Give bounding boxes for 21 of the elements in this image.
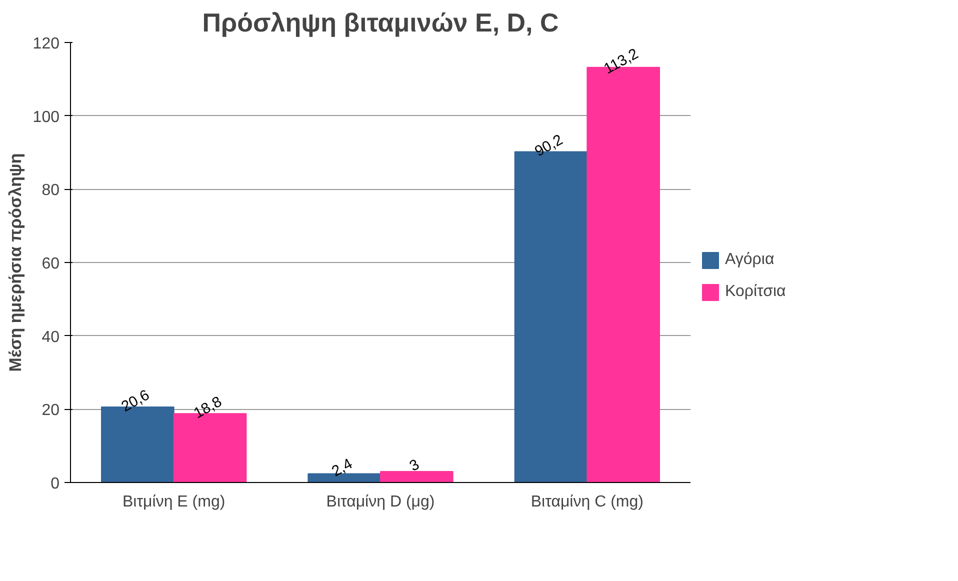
bar <box>380 471 454 482</box>
data-label: 2,4 <box>328 455 356 480</box>
legend-label: Αγόρια <box>725 251 774 269</box>
y-tick-label: 120 <box>32 36 60 52</box>
data-label: 20,6 <box>118 386 152 416</box>
y-tick-label: 0 <box>50 476 60 492</box>
y-tick-label: 20 <box>42 402 60 420</box>
data-label: 18,8 <box>190 393 225 422</box>
y-tick-label: 100 <box>32 108 60 126</box>
data-label: 113,2 <box>601 45 642 78</box>
y-tick-label: 60 <box>42 256 60 272</box>
data-label: 3 <box>406 456 422 476</box>
y-tick-label: 40 <box>42 328 60 346</box>
y-tick-label: 80 <box>42 182 60 200</box>
x-tick-label: Βιταμίνη D (μg) <box>326 494 435 510</box>
data-label: 90,2 <box>532 131 566 160</box>
chart-title: Πρόσληψη βιταμινών E, D, C <box>202 8 559 38</box>
x-tick-label: Βιτμίνη E (mg) <box>122 494 226 510</box>
legend-label: Κορίτσια <box>725 283 786 301</box>
x-tick-label: Βιταμίνη C (mg) <box>530 494 644 510</box>
y-axis-title: Μέση ημερήσια πρόσληψη <box>6 153 25 372</box>
